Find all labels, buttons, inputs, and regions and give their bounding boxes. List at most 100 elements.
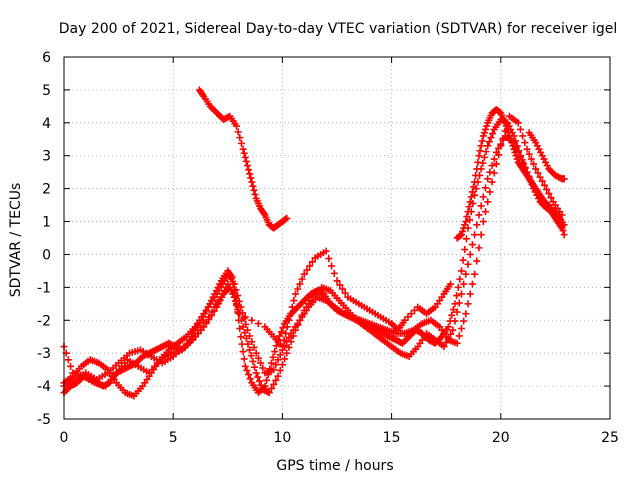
data-point <box>272 342 280 350</box>
data-point <box>451 300 459 308</box>
data-point <box>451 317 459 325</box>
data-point <box>460 317 468 325</box>
y-tick-label: 1 <box>42 215 51 231</box>
data-point <box>463 213 471 221</box>
data-point <box>444 334 452 342</box>
data-point <box>252 369 260 377</box>
data-point <box>485 138 493 146</box>
data-point <box>411 306 419 314</box>
data-point <box>497 140 505 148</box>
data-point <box>545 190 553 198</box>
data-point <box>444 323 452 331</box>
plot-frame <box>63 56 611 420</box>
data-point <box>240 149 248 157</box>
data-point <box>239 145 247 153</box>
data-point <box>272 376 280 384</box>
data-point <box>239 348 247 356</box>
data-point <box>250 343 258 351</box>
data-point <box>459 227 467 235</box>
data-point <box>482 208 490 216</box>
data-point <box>464 208 472 216</box>
y-tick-label: -3 <box>37 346 51 362</box>
data-point <box>242 157 250 165</box>
data-point <box>506 132 514 140</box>
data-point <box>249 357 257 365</box>
data-point <box>480 129 488 137</box>
data-point <box>508 139 516 147</box>
data-point <box>287 310 295 318</box>
data-point <box>235 310 243 318</box>
data-point <box>499 136 507 144</box>
data-point <box>306 262 314 270</box>
data-point <box>502 122 510 130</box>
data-point <box>259 364 267 372</box>
series-track-4 <box>60 247 455 390</box>
data-point <box>249 182 257 190</box>
data-point <box>270 380 278 388</box>
data-point <box>274 356 282 364</box>
data-point <box>322 247 330 255</box>
data-point <box>303 266 311 274</box>
y-tick-label: 2 <box>42 182 51 198</box>
data-point <box>478 137 486 145</box>
data-point <box>277 328 285 336</box>
data-point <box>247 352 255 360</box>
data-point <box>298 311 306 319</box>
x-axis-label: GPS time / hours <box>276 458 393 474</box>
data-point <box>276 332 284 340</box>
data-point <box>251 190 259 198</box>
data-point <box>511 148 519 156</box>
data-point <box>276 351 284 359</box>
data-point <box>283 214 291 222</box>
data-point <box>442 338 450 346</box>
data-point <box>407 310 415 318</box>
data-point <box>461 221 469 229</box>
data-point <box>248 338 256 346</box>
data-point <box>482 184 490 192</box>
data-point <box>333 277 341 285</box>
data-point <box>471 270 479 278</box>
data-point <box>230 293 238 301</box>
data-point <box>230 280 238 288</box>
data-point <box>519 132 527 140</box>
data-point <box>492 148 500 156</box>
data-point <box>473 165 481 173</box>
data-point <box>341 289 349 297</box>
data-point <box>250 186 258 194</box>
data-point <box>454 283 462 291</box>
y-tick-label: 0 <box>42 247 51 263</box>
data-point <box>472 171 480 179</box>
data-point <box>473 221 481 229</box>
data-point <box>510 145 518 153</box>
data-point <box>243 366 251 374</box>
y-axis-label: SDTVAR / TECUs <box>8 183 24 298</box>
data-point <box>241 329 249 337</box>
data-point <box>203 318 211 326</box>
data-point <box>504 129 512 137</box>
data-point <box>483 122 491 130</box>
data-point <box>540 181 548 189</box>
data-point <box>298 275 306 283</box>
data-point <box>283 323 291 331</box>
data-point <box>236 134 244 142</box>
data-point <box>474 158 482 166</box>
data-point <box>267 359 275 367</box>
data-point <box>488 162 496 170</box>
data-point <box>527 155 535 163</box>
data-point <box>448 311 456 319</box>
data-point <box>289 332 297 340</box>
data-point <box>233 122 241 130</box>
data-point <box>487 134 495 142</box>
data-point <box>240 355 248 363</box>
data-point <box>247 174 255 182</box>
data-point <box>475 244 483 252</box>
data-point <box>482 125 490 133</box>
data-point <box>475 211 483 219</box>
data-point <box>271 348 279 356</box>
data-point <box>457 325 465 332</box>
data-point <box>468 280 476 288</box>
data-point <box>285 316 293 324</box>
data-point <box>285 343 293 351</box>
data-point <box>401 316 409 324</box>
